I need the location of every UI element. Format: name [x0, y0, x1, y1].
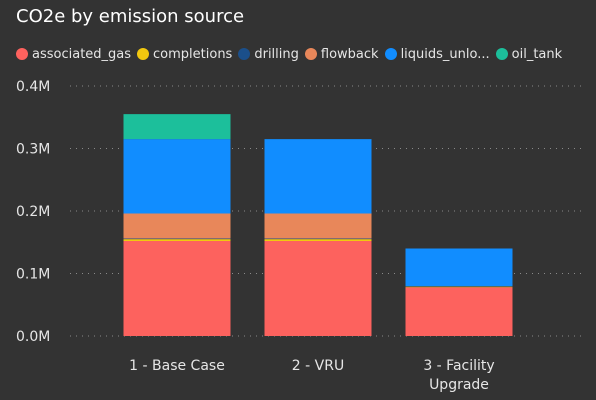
x-category-label: Upgrade: [429, 377, 489, 393]
legend-item-flowback[interactable]: flowback: [304, 46, 379, 62]
y-tick-label: 0.4M: [16, 79, 50, 95]
legend-item-completions[interactable]: completions: [137, 47, 232, 62]
bar-segment-liquids-unlo-[interactable]: [264, 139, 372, 214]
legend-swatch: [16, 48, 28, 60]
bar-segment-oil-tank[interactable]: [123, 114, 231, 140]
legend-item-oil-tank[interactable]: oil_tank: [495, 46, 563, 62]
bar-segment-flowback[interactable]: [123, 213, 231, 239]
bar-segment-drilling[interactable]: [123, 238, 231, 240]
chart-title: CO2e by emission source: [16, 6, 245, 27]
legend-swatch: [495, 48, 508, 60]
legend[interactable]: associated_gas completions drilling flowbac…: [16, 44, 562, 64]
y-tick-label: 0.1M: [16, 267, 50, 283]
y-tick-label: 0.3M: [16, 142, 50, 158]
legend-swatch: [238, 48, 251, 60]
bar-segment-liquids-unlo-[interactable]: [405, 248, 513, 287]
bar-segment-flowback[interactable]: [264, 213, 372, 239]
legend-item-drilling[interactable]: drilling: [238, 47, 299, 62]
legend-label: associated_gas: [32, 46, 132, 62]
x-category-label: 2 - VRU: [292, 358, 344, 374]
bar-segment-completions[interactable]: [264, 239, 372, 241]
bar-segment-associated-gas[interactable]: [405, 287, 513, 336]
legend-item-associated-gas[interactable]: associated_gas: [16, 47, 131, 62]
legend-label: flowback: [320, 46, 379, 62]
bar-segment-drilling[interactable]: [405, 286, 513, 287]
bar-segment-completions[interactable]: [123, 239, 231, 241]
x-category-label: 3 - Facility: [423, 358, 494, 374]
legend-swatch: [384, 48, 397, 60]
legend-label: completions: [153, 46, 233, 62]
bar-segment-associated-gas[interactable]: [123, 241, 231, 336]
legend-swatch: [137, 48, 150, 60]
legend-swatch: [304, 48, 317, 60]
bar-segment-associated-gas[interactable]: [264, 241, 372, 336]
bar-segment-liquids-unlo-[interactable]: [123, 139, 231, 214]
y-tick-label: 0.2M: [16, 204, 50, 220]
x-category-label: 1 - Base Case: [129, 358, 225, 374]
legend-label: liquids_unlo...: [400, 46, 490, 62]
y-tick-label: 0.0M: [16, 329, 50, 345]
legend-label: oil_tank: [511, 46, 563, 62]
bar-segment-drilling[interactable]: [264, 238, 372, 240]
bar-segment-completions[interactable]: [405, 286, 513, 288]
legend-label: drilling: [254, 46, 299, 62]
legend-item-liquids-unlo-[interactable]: liquids_unlo...: [384, 46, 490, 62]
